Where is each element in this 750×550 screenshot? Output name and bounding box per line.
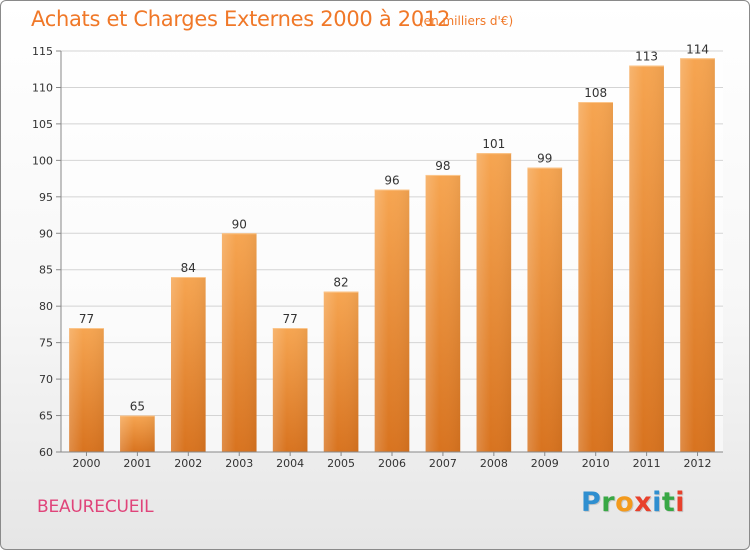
bar-value-label: 108 bbox=[584, 86, 607, 100]
bar-shine bbox=[120, 415, 155, 452]
bar-shine bbox=[425, 174, 461, 453]
logo-letter: r bbox=[601, 487, 616, 518]
data-labels: 77 65 84 90 77 82 96 98 101 99 108 113 114 bbox=[79, 42, 709, 413]
place-name: BEAURECUEIL bbox=[37, 497, 154, 517]
bar-shine bbox=[323, 291, 359, 452]
y-tick-label: 115 bbox=[32, 45, 53, 58]
proxiti-logo: Proxiti bbox=[581, 487, 685, 518]
bar-shine bbox=[578, 102, 614, 452]
y-tick-label: 105 bbox=[32, 118, 53, 131]
logo-letter: i bbox=[652, 487, 662, 518]
x-tick-label: 2010 bbox=[582, 457, 610, 470]
y-tick-label: 80 bbox=[39, 300, 53, 313]
x-tick-label: 2007 bbox=[429, 457, 457, 470]
bar-value-label: 101 bbox=[482, 137, 505, 151]
bar-shine bbox=[527, 167, 563, 452]
y-tick-label: 65 bbox=[39, 410, 53, 423]
x-tick-label: 2001 bbox=[123, 457, 151, 470]
y-tick-label: 75 bbox=[39, 337, 53, 350]
logo-letter: i bbox=[675, 487, 686, 518]
logo-letter: t bbox=[661, 487, 676, 518]
y-tick-label: 90 bbox=[39, 227, 53, 240]
bar-value-label: 99 bbox=[537, 152, 552, 166]
bar-value-label: 84 bbox=[181, 261, 196, 275]
logo-letter: o bbox=[615, 487, 635, 518]
x-tick-label: 2009 bbox=[531, 457, 559, 470]
bar-value-label: 77 bbox=[283, 312, 298, 326]
bar-shine bbox=[680, 58, 715, 453]
chart-subtitle: (en milliers d'€) bbox=[419, 14, 514, 28]
bar-shine bbox=[221, 233, 257, 452]
bar-value-label: 96 bbox=[384, 174, 399, 188]
x-tick-label: 2004 bbox=[276, 457, 304, 470]
y-tick-label: 85 bbox=[39, 264, 53, 277]
x-tick-label: 2005 bbox=[327, 457, 355, 470]
y-tick-label: 60 bbox=[39, 446, 53, 459]
y-tick-label: 70 bbox=[39, 373, 53, 386]
chart-title: Achats et Charges Externes 2000 à 2012 bbox=[31, 7, 451, 31]
bar-shine bbox=[170, 277, 206, 452]
x-tick-label: 2003 bbox=[225, 457, 253, 470]
y-tick-label: 100 bbox=[32, 154, 53, 167]
bar-shine bbox=[374, 189, 410, 452]
y-tick-label: 110 bbox=[32, 81, 53, 94]
logo-letter: P bbox=[581, 487, 602, 518]
bar-value-label: 65 bbox=[130, 400, 145, 414]
x-tick-label: 2011 bbox=[633, 457, 661, 470]
x-tick-label: 2000 bbox=[72, 457, 100, 470]
axes: 60 65 70 75 80 85 90 95 100 105 110 115 2000 2001 2002… bbox=[32, 45, 723, 470]
x-tick-label: 2002 bbox=[174, 457, 202, 470]
bar-value-label: 77 bbox=[79, 312, 94, 326]
x-tick-label: 2006 bbox=[378, 457, 406, 470]
y-tick-label: 95 bbox=[39, 191, 53, 204]
bar-shine bbox=[629, 65, 664, 452]
x-tick-label: 2008 bbox=[480, 457, 508, 470]
bar-value-label: 90 bbox=[232, 217, 247, 231]
bar-value-label: 114 bbox=[686, 42, 709, 56]
x-tick-label: 2012 bbox=[684, 457, 712, 470]
bar-value-label: 98 bbox=[435, 159, 450, 173]
bars bbox=[69, 58, 715, 453]
bar-shine bbox=[69, 328, 104, 452]
bar-shine bbox=[476, 153, 512, 452]
bar-shine bbox=[272, 328, 308, 452]
bar-value-label: 113 bbox=[635, 50, 658, 64]
bar-value-label: 82 bbox=[333, 276, 348, 290]
logo-letter: x bbox=[634, 487, 653, 518]
